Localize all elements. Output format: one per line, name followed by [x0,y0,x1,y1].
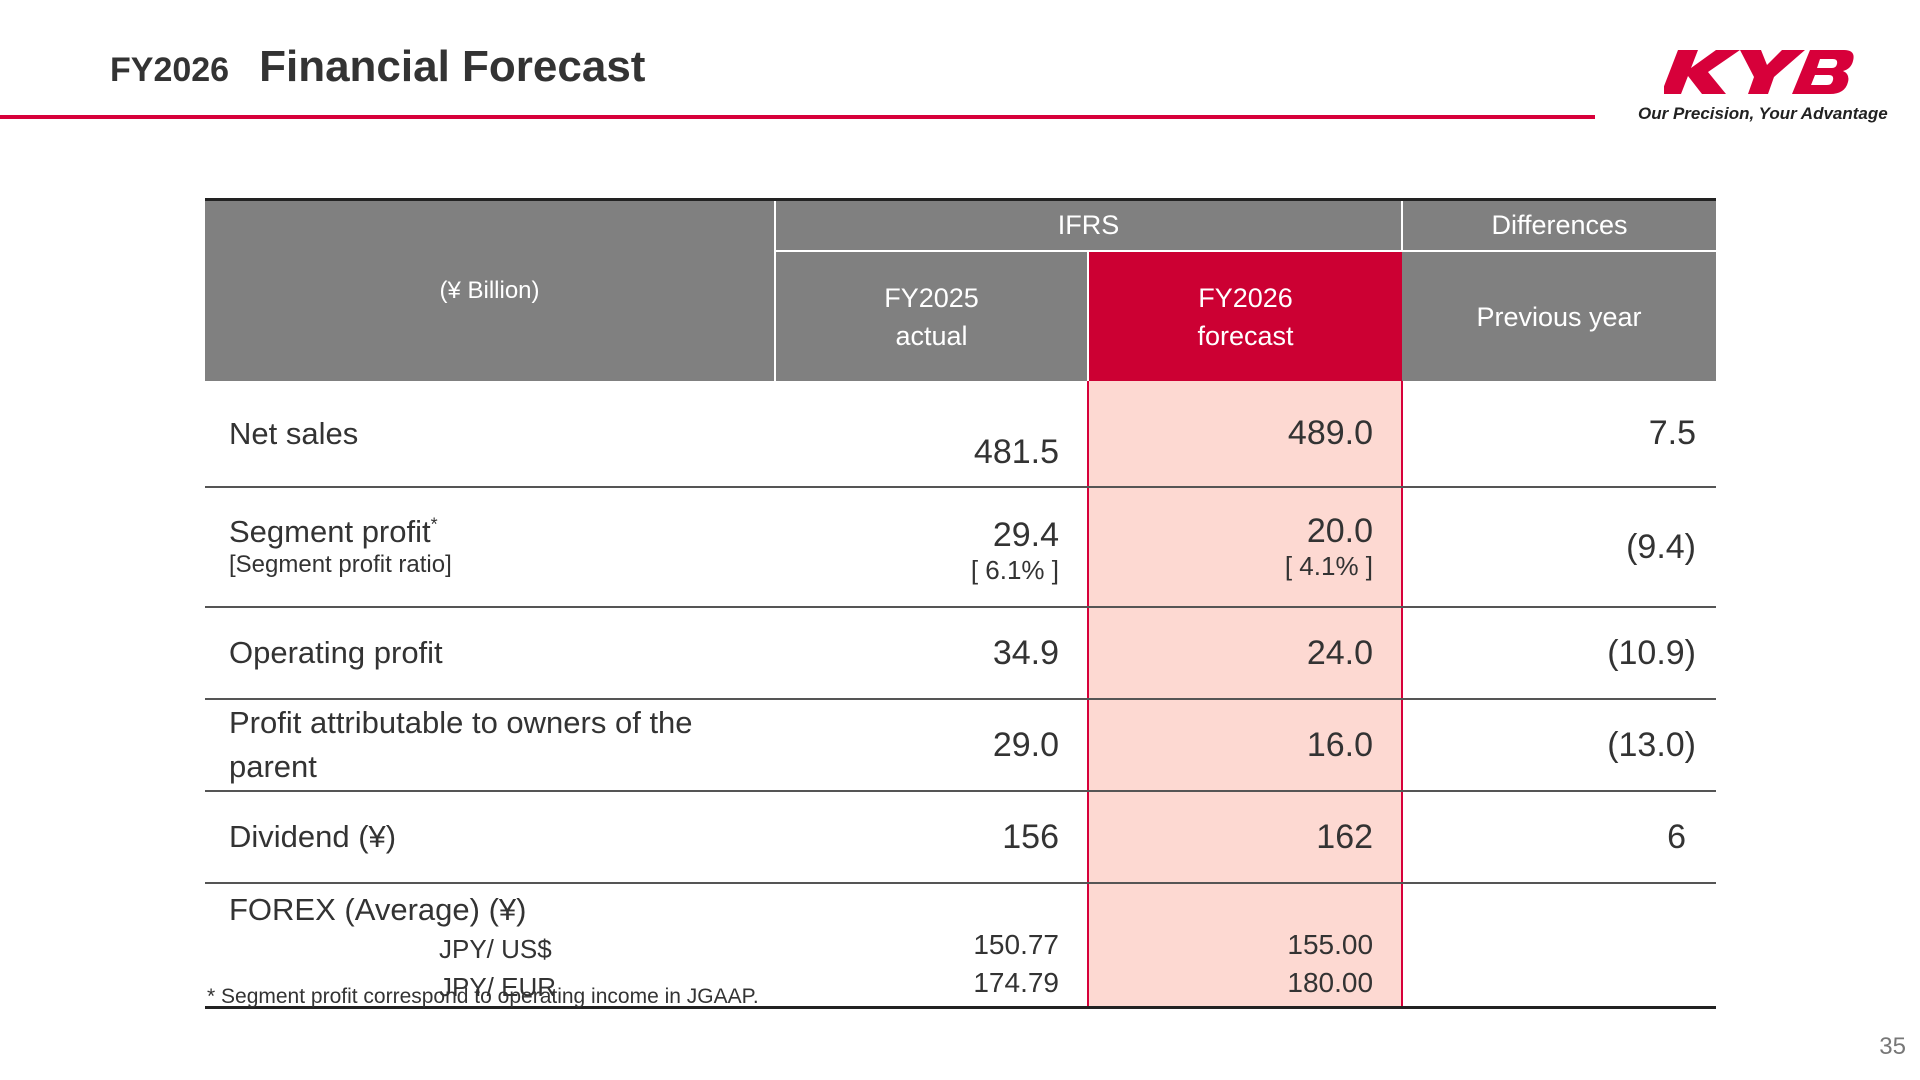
fy2025-value: 29.0 [775,699,1088,792]
usd-label: JPY/ US$ [439,934,552,964]
kyb-logo: Our Precision, Your Advantage [1630,48,1888,128]
fy2025-value: 156 [775,791,1088,884]
logo-tagline: Our Precision, Your Advantage [1638,104,1888,123]
fy2026-value: 20.0 [ 4.1% ] [1086,487,1404,608]
fy2026-value: 162 [1086,791,1404,884]
diff-value: 6 [1402,791,1717,884]
table-row: FOREX (Average) (¥) JPY/ US$ JPY/ EUR 15… [205,883,1717,1009]
row-label: Operating profit [205,607,775,700]
fy2026-ratio: [ 4.1% ] [1284,551,1374,581]
fy2026-forecast-header: FY2026 forecast [1088,251,1403,381]
row-label: Dividend (¥) [205,791,775,884]
fy2025-value: 29.4 [ 6.1% ] [775,487,1088,608]
diff-value: (10.9) [1402,607,1717,700]
fy2025-eur: 174.79 [973,967,1059,998]
fy2025-actual-header: FY2025 actual [775,251,1089,381]
title-year: FY2026 [110,51,230,89]
eur-label: JPY/ EUR [439,972,557,1002]
diff-value [1402,883,1717,1009]
diff-value: (9.4) [1402,487,1717,608]
diff-value: 7.5 [1402,381,1717,488]
diff-value: (13.0) [1402,699,1717,792]
kyb-logo-mark [1664,50,1854,94]
forecast-table: (¥ Billion) IFRS Differences FY2025 actu… [205,198,1717,1009]
fy2026-usd: 155.00 [1287,929,1374,960]
row-label: FOREX (Average) (¥) JPY/ US$ JPY/ EUR [205,883,775,1009]
row-label: Net sales [205,381,775,488]
unit-header: (¥ Billion) [205,198,776,381]
fy2025-usd: 150.77 [973,929,1059,960]
table-row: Profit attributable to owners of the par… [205,699,1717,792]
slide-title: FY2026 Financial Forecast [110,42,645,92]
table-row: Operating profit 34.9 24.0 (10.9) [205,607,1717,700]
table-row: Dividend (¥) 156 162 6 [205,791,1717,884]
page-number: 35 [1879,1033,1906,1060]
fy2025-value: 34.9 [775,607,1088,700]
ifrs-header: IFRS [775,198,1404,252]
table-row: Segment profit* [Segment profit ratio] 2… [205,487,1717,608]
fy2026-value: 16.0 [1086,699,1404,792]
row-label: Segment profit* [Segment profit ratio] [205,487,775,608]
differences-header: Differences [1402,198,1717,252]
fy2026-value: 489.0 [1086,381,1404,488]
fy2025-value: 481.5 [775,381,1088,488]
fy2026-value: 24.0 [1086,607,1404,700]
fy2026-eur: 180.00 [1287,967,1374,998]
fy2025-value: 150.77 174.79 [775,883,1088,1009]
title-underline [0,115,1595,119]
row-sublabel: [Segment profit ratio] [229,551,452,578]
table-row: Net sales 481.5 489.0 7.5 [205,381,1717,488]
footnote: * Segment profit correspond to operating… [207,985,759,1008]
previous-year-header: Previous year [1402,251,1717,381]
fy2025-ratio: [ 6.1% ] [970,555,1059,585]
footnote-mark: * [430,514,438,535]
row-label: Profit attributable to owners of the par… [205,699,775,792]
fy2026-value: 155.00 180.00 [1086,883,1404,1009]
title-text: Financial Forecast [259,42,646,91]
